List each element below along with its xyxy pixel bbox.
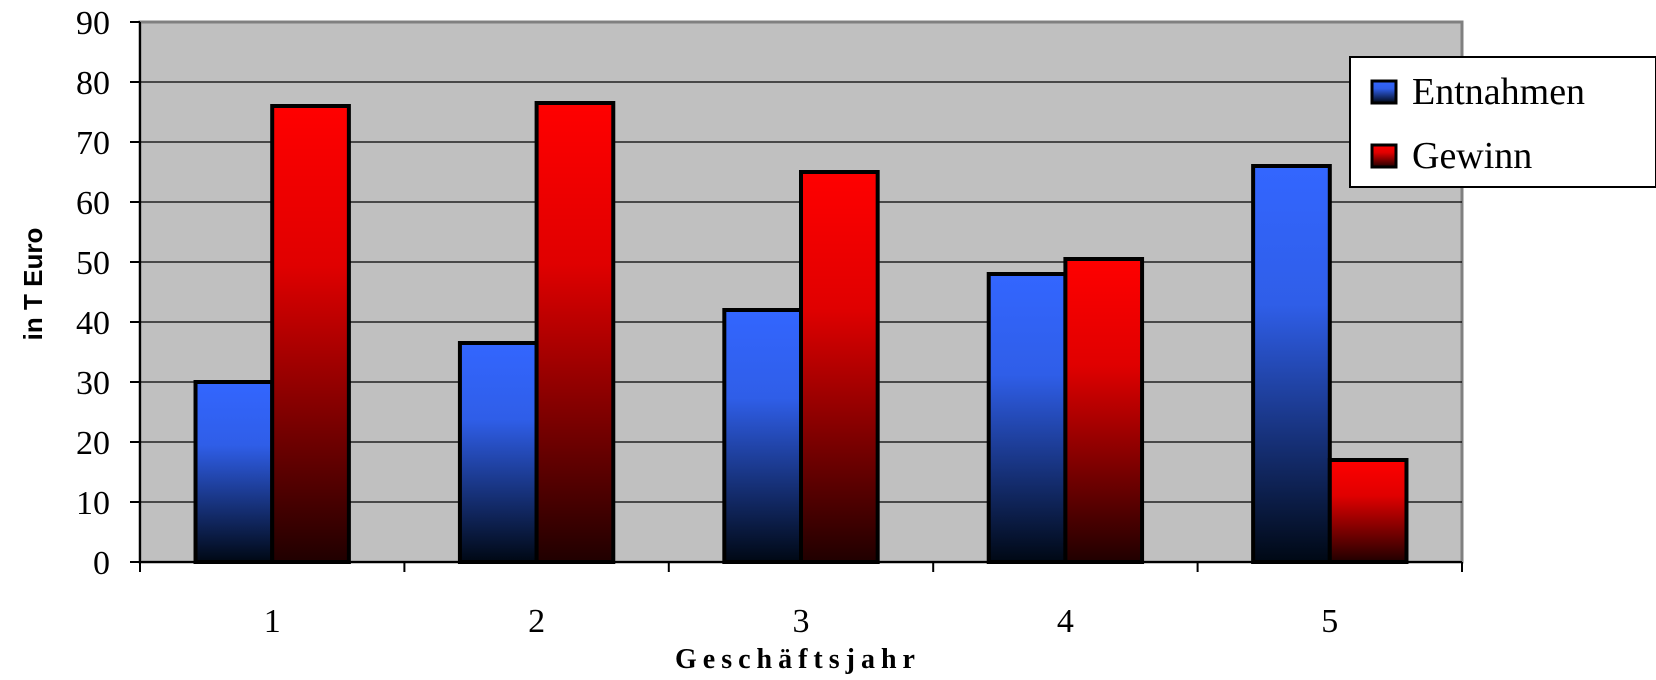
y-tick-label: 10	[76, 485, 110, 522]
bar-gewinn-1	[270, 104, 351, 564]
bar-entnahmen-2	[457, 341, 539, 564]
y-tick-label: 80	[76, 65, 110, 102]
y-tick-labels: 0 10 20 30 40 50 60 70 80 90	[76, 5, 110, 582]
bar-entnahmen-3	[722, 308, 803, 564]
legend: Entnahmen Gewinn	[1349, 56, 1656, 188]
legend-swatch-gewinn	[1370, 143, 1398, 169]
legend-label-entnahmen: Entnahmen	[1412, 71, 1585, 113]
bar-gewinn-2	[534, 101, 616, 564]
x-tick-label: 5	[1321, 603, 1338, 640]
bar-entnahmen-4	[986, 272, 1068, 564]
y-tick-label: 50	[76, 245, 110, 282]
legend-label-gewinn: Gewinn	[1412, 135, 1532, 177]
bars	[193, 101, 1409, 564]
y-tick-label: 60	[76, 185, 110, 222]
x-tick-label: 4	[1057, 603, 1074, 640]
y-tick-label: 40	[76, 305, 110, 342]
y-tick-label: 0	[93, 545, 110, 582]
bar-gewinn-4	[1063, 257, 1145, 564]
y-tick-label: 90	[76, 5, 110, 42]
x-axis-title: Geschäftsjahr	[675, 644, 921, 675]
x-tick-labels: 1 2 3 4 5	[264, 603, 1339, 640]
bar-entnahmen-5	[1251, 164, 1332, 564]
legend-box	[1349, 56, 1656, 188]
bar-gewinn-5	[1327, 458, 1409, 564]
y-tick-label: 30	[76, 365, 110, 402]
bar-gewinn-3	[799, 170, 880, 564]
y-axis-title: in T Euro	[18, 228, 48, 341]
y-tick-label: 70	[76, 125, 110, 162]
legend-swatch-entnahmen	[1370, 79, 1398, 105]
x-tick-label: 1	[264, 603, 281, 640]
x-tick-label: 2	[528, 603, 545, 640]
x-tick-label: 3	[793, 603, 810, 640]
axes	[130, 21, 1463, 572]
y-tick-label: 20	[76, 425, 110, 462]
bar-entnahmen-1	[193, 380, 275, 564]
